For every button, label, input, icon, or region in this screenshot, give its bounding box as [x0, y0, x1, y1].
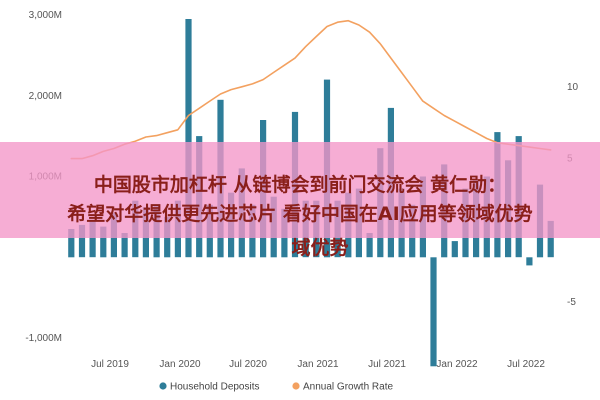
growth-rate-line: [70, 19, 552, 160]
deposit-bar: [185, 19, 192, 258]
x-tick-label: Jul 2021: [368, 359, 406, 370]
y-right-tick-label: -5: [567, 297, 576, 308]
deposit-bar: [78, 224, 86, 258]
news-banner: [0, 142, 600, 238]
deposit-bar: [451, 241, 458, 258]
legend-marker: [159, 382, 167, 390]
deposit-bar: [68, 229, 75, 258]
deposit-bar: [526, 257, 533, 266]
deposit-bar: [89, 220, 96, 258]
headline-line-2: 希望对华提供更先进芯片 看好中国在AI应用等领域优势: [67, 203, 533, 225]
chart-legend: Household Deposits Annual Growth Rate: [159, 382, 393, 393]
x-tick-label: Jul 2020: [229, 359, 267, 370]
y-right-tick-label: 10: [567, 82, 579, 93]
deposit-bar: [547, 220, 554, 258]
headline-line-3: 域优势: [291, 237, 349, 259]
headline-line-1: 中国股市加杠杆 从链博会到前门交流会 黄仁勋：: [93, 174, 507, 196]
deposit-bar: [430, 257, 437, 367]
x-tick-label: Jul 2022: [507, 359, 545, 370]
x-tick-label: Jan 2021: [297, 359, 339, 370]
legend-label: Household Deposits: [170, 382, 260, 393]
y-left-tick-label: -1,000M: [25, 333, 62, 344]
deposit-bar: [100, 226, 107, 258]
annual-growth-line: [70, 19, 552, 160]
x-tick-label: Jan 2020: [159, 359, 201, 370]
x-tick-label: Jul 2019: [91, 359, 129, 370]
legend-label: Annual Growth Rate: [303, 382, 393, 393]
x-tick-label: Jan 2022: [436, 359, 478, 370]
deposit-bar: [366, 233, 373, 258]
legend-marker: [292, 382, 300, 390]
x-axis: Jul 2019 Jan 2020 Jul 2020 Jan 2021 Jul 2021…: [91, 359, 545, 370]
y-left-tick-label: 3,000M: [29, 10, 62, 21]
y-left-tick-label: 2,000M: [29, 91, 62, 102]
deposit-bar: [121, 233, 128, 258]
